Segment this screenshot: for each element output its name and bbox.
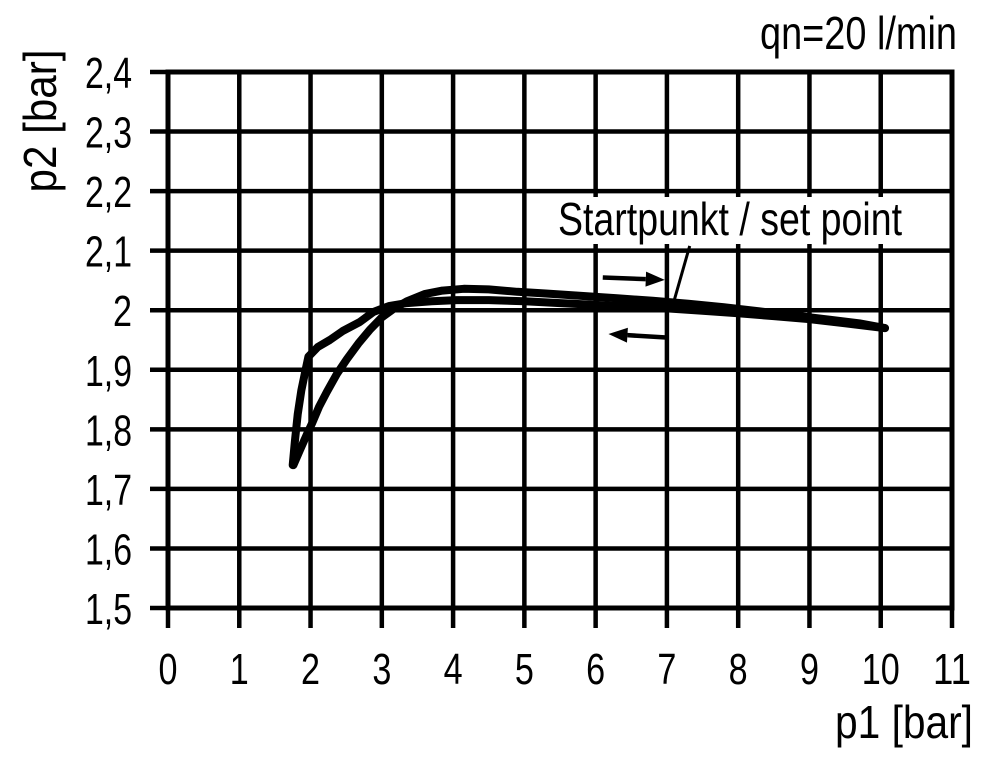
y-axis-label: p2 [bar]	[14, 50, 66, 193]
x-tick-label: 3	[372, 645, 391, 694]
y-tick-label: 2	[113, 287, 132, 336]
x-tick-label: 2	[301, 645, 320, 694]
hysteresis-lower-branch	[288, 296, 889, 470]
x-tick-label: 7	[657, 645, 676, 694]
chart-title: qn=20 l/min	[760, 7, 957, 59]
y-tick-label: 2,1	[85, 228, 132, 277]
x-tick-label: 5	[515, 645, 534, 694]
y-tick-label: 1,5	[85, 585, 132, 634]
x-tick-label: 6	[586, 645, 605, 694]
y-tick-label: 1,9	[85, 347, 132, 396]
direction-arrow-right-shaft	[602, 275, 646, 282]
setpoint-annotation: Startpunkt / set point	[558, 193, 902, 245]
direction-arrows	[602, 271, 669, 343]
y-tick-label: 2,4	[85, 49, 132, 98]
y-tick-label: 2,2	[85, 168, 132, 217]
y-tick-label: 1,8	[85, 406, 132, 455]
y-tick-label: 1,6	[85, 525, 132, 574]
direction-arrow-left-head	[608, 327, 628, 343]
curves	[288, 284, 889, 470]
x-axis-label: p1 [bar]	[835, 696, 973, 748]
x-tick-label: 8	[729, 645, 748, 694]
x-tick-label: 1	[230, 645, 249, 694]
y-tick-label: 1,7	[85, 466, 132, 515]
y-tick-label: 2,3	[85, 109, 132, 158]
plot-frame	[165, 69, 955, 611]
x-tick-label: 11	[933, 645, 971, 694]
annotation-leader-line	[670, 245, 692, 309]
annotation-background	[548, 197, 910, 244]
direction-arrow-right-head	[645, 271, 665, 287]
x-tick-label: 9	[800, 645, 819, 694]
x-tick-label: 4	[444, 645, 463, 694]
x-tick-labels: 0 1 2 3 4 5 6 7 8 9 10 11	[159, 645, 972, 694]
y-tick-labels: 1,5 1,6 1,7 1,8 1,9 2 2,1 2,2 2,3 2,4	[85, 49, 132, 634]
hysteresis-upper-branch	[289, 284, 889, 470]
direction-arrow-left-shaft	[627, 332, 669, 340]
x-tick-label: 10	[862, 645, 900, 694]
x-tick-label: 0	[159, 645, 178, 694]
